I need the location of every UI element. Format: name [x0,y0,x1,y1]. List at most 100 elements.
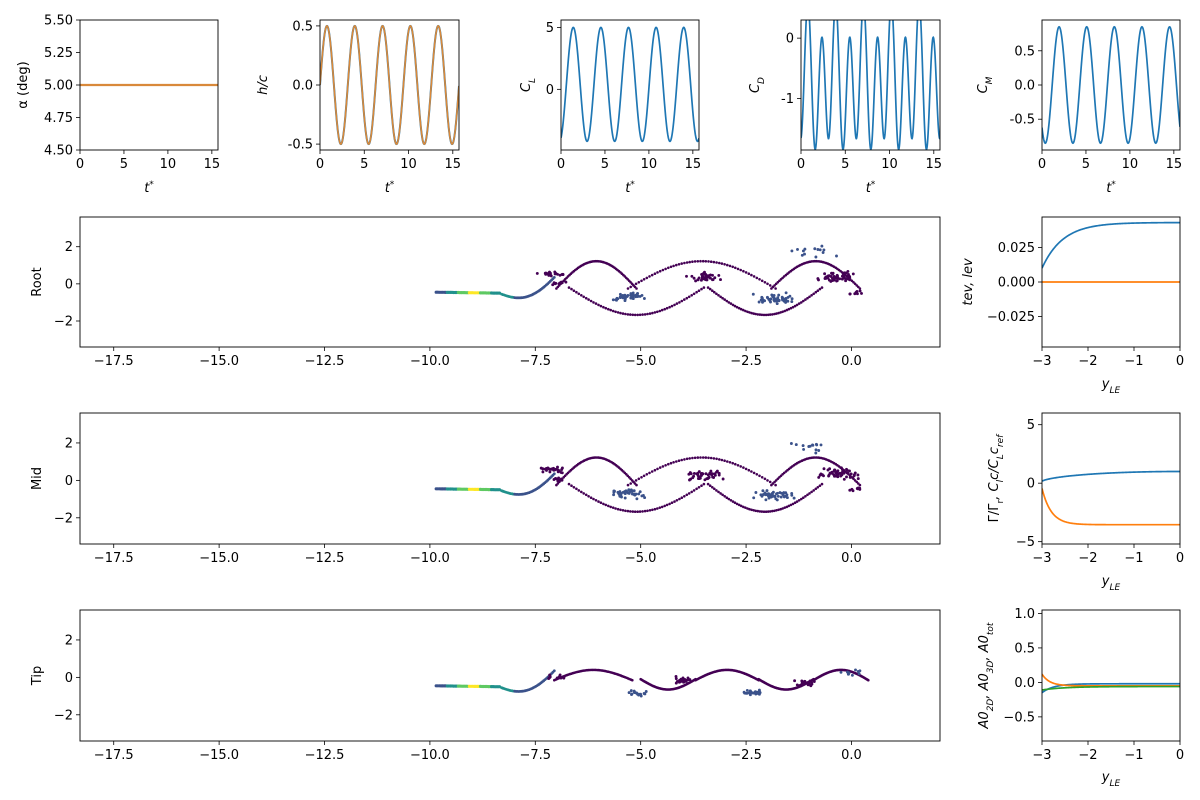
wake_mid-vortex-point [709,469,713,473]
wake_root-xtick-label: −17.5 [94,354,134,369]
wake_mid-vortex-point [697,486,701,489]
wake_mid-vortex-point [572,486,576,489]
wake_root-vortex-point [683,261,686,265]
wake_mid-vortex-point [638,490,642,494]
tevlev-ytick-label: 0.000 [998,276,1035,291]
wake_mid-vortex-point [735,502,739,506]
wake_root-vortex-point [597,303,600,307]
wake_mid-vortex-point [800,497,803,501]
wake_root-vortex-point [848,278,852,282]
gamma-ytick-label: −5 [1016,535,1035,550]
wake_root-vortex-point [715,261,718,264]
wake_tip-ylabel: Tip [30,666,45,686]
wake_mid-vortex-point [766,479,769,482]
wake_mid-vortex-point [794,443,798,447]
wake_mid-vortex-point [669,461,673,465]
wake_root-vortex-point [626,287,630,290]
wake_mid-vortex-point [651,508,654,512]
wake_tip-vortex-point [629,689,633,693]
wake_mid-plot-area [434,442,862,513]
wake_root-vortex-point [831,279,835,282]
wake_root-vortex-point [609,308,612,312]
wake_mid-vortex-point [756,509,760,513]
wake_root-vortex-point [731,265,734,269]
wake_root-vortex-point [777,293,781,297]
wake_root-vortex-point [658,309,662,313]
wake_mid-vortex-point [690,490,693,494]
wake_mid-vortex-point [762,493,765,496]
wake_mid-vortex-point [653,468,657,472]
wake_root-vortex-point [844,279,848,283]
wake_tip-xtick-label: −17.5 [94,748,134,763]
wake_tip-vortex-point [686,678,690,682]
wake_mid-vortex-point [672,461,675,464]
wake_root-vortex-point [787,307,791,311]
wake_mid-vortex-point [840,471,844,475]
wake_mid-vortex-point [744,467,748,471]
wake_mid-vortex-point [728,461,732,464]
cm-xtick-label: 10 [1122,157,1139,172]
a0-ylabel: A02D, A03D, A0tot [977,622,996,729]
wake_root-vortex-point [847,274,851,278]
wake_root-vortex-point [693,260,697,263]
axes-frame [319,19,460,151]
wake_root-vortex-point [848,292,852,296]
wake_root-vortex-point [650,273,654,277]
wake_mid-vortex-point [699,456,702,459]
wake_root-vortex-point [734,266,737,270]
wake_root-vortex-point [614,310,617,314]
wake_root-vortex-point [692,276,696,280]
wake_root-vortex-point [736,267,740,271]
wake_root-vortex-point [784,291,788,295]
wake_root-vortex-point [797,302,801,305]
wake_mid-vortex-point [656,507,659,510]
a0-series-line-tot [1042,685,1180,691]
wake_root-vortex-point [635,287,638,290]
wake_root-vortex-point [803,247,807,251]
wake_mid-vortex-point [818,473,822,477]
wake_mid-vortex-point [553,468,557,472]
wake_mid-vortex-point [712,457,716,460]
wake_root-vortex-point [632,293,636,297]
axes-frame [79,216,941,348]
wake_root-vortex-point [559,280,563,284]
wake_mid-vortex-point [754,491,758,494]
wake_mid-vortex-point [771,494,775,498]
wake_root-vortex-point [669,265,673,269]
wake_mid-vortex-point [827,473,831,477]
wake_mid-vortex-point [766,493,769,497]
wake_root-vortex-point [841,273,845,277]
wake_root-vortex-point [629,292,633,296]
wake_mid-vortex-point [570,484,573,488]
wake_root-vortex-point [793,304,797,308]
h-ytick-label: -0.5 [288,138,313,153]
wake_mid-vortex-point [747,468,751,472]
wake_mid-vortex-point [856,486,860,490]
wake_mid-vortex-point [845,475,848,479]
wake_root-vortex-point [564,280,568,284]
wake_mid-vortex-point [851,476,855,480]
alpha-ytick-label: 5.25 [44,46,73,61]
wake_mid-vortex-point [848,475,852,479]
wake_mid-vortex-point [761,489,765,493]
wake_root-vortex-point [675,263,678,267]
wake_root-vortex-point [690,274,694,278]
wake_mid-ytick-label: −2 [54,511,73,526]
h-xtick-label: 0 [316,157,324,172]
cd-axes: 0 5 10 15 -1 0 CD t* [748,19,942,196]
wake_root-vortex-point [688,260,691,264]
gamma-xtick-label: −1 [1124,551,1143,566]
wake_mid-vortex-point [817,475,821,479]
wake_root-vortex-point [645,276,649,280]
a0-ytick-label: 1.0 [1014,607,1035,622]
wake_root-vortex-point [648,275,651,278]
wake_mid-vortex-point [707,476,711,480]
wake_mid-vortex-point [692,471,696,475]
wake_root-vortex-point [853,282,857,286]
wake_mid-vortex-point [715,457,718,461]
wake_mid-vortex-point [768,510,772,513]
wake_root-vortex-point [638,313,642,317]
wake_mid-vortex-point [612,489,616,493]
wake_root-vortex-point [855,292,859,296]
wake_mid-vortex-point [641,510,644,513]
